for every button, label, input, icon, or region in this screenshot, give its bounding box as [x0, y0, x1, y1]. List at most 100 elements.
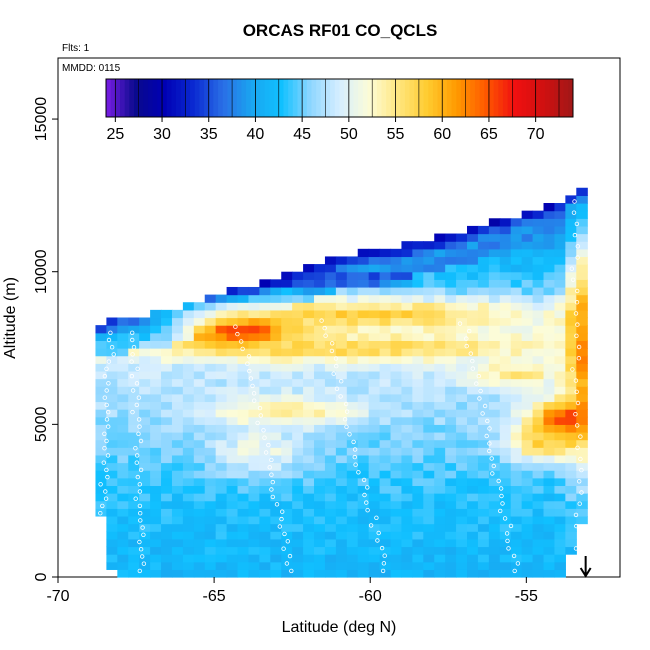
- heatmap-cell: [576, 363, 588, 372]
- heatmap-cell: [335, 340, 348, 349]
- heatmap-cell: [423, 317, 435, 326]
- heatmap-cell: [467, 363, 479, 372]
- heatmap-cell: [161, 378, 173, 387]
- heatmap-cell: [379, 378, 392, 387]
- sample-point: [104, 417, 110, 422]
- heatmap-cell: [204, 569, 217, 578]
- heatmap-cell: [543, 340, 556, 349]
- heatmap-cell: [226, 508, 239, 517]
- sample-point: [245, 361, 250, 366]
- heatmap-cell: [467, 477, 479, 487]
- sample-point: [375, 538, 380, 543]
- heatmap-cell: [488, 439, 501, 448]
- heatmap-cell: [434, 309, 446, 319]
- heatmap-cell: [456, 340, 468, 349]
- heatmap-cell: [106, 447, 118, 456]
- heatmap-cell: [259, 409, 271, 418]
- heatmap-cell: [303, 401, 315, 410]
- heatmap-cell: [106, 515, 118, 525]
- sample-point: [289, 568, 294, 574]
- heatmap-cell: [182, 309, 195, 319]
- heatmap-cell: [554, 348, 566, 357]
- heatmap-cell: [554, 470, 566, 479]
- heatmap-cell: [576, 393, 588, 403]
- heatmap-cell: [488, 569, 501, 578]
- heatmap-cell: [379, 485, 392, 494]
- colorbar-segment: [568, 79, 574, 117]
- colorbar-tick-label: 45: [293, 126, 311, 143]
- heatmap-cell: [237, 508, 250, 517]
- colorbar-segment: [246, 79, 252, 117]
- heatmap-cell: [565, 218, 577, 227]
- heatmap-cell: [445, 523, 457, 532]
- sample-point: [270, 479, 275, 485]
- heatmap-cell: [477, 317, 490, 326]
- heatmap-cell: [139, 317, 151, 326]
- heatmap-cell: [139, 515, 151, 525]
- heatmap-cell: [303, 271, 315, 280]
- sample-point: [352, 454, 357, 460]
- heatmap-cell: [499, 332, 512, 341]
- heatmap-cell: [401, 386, 413, 395]
- heatmap-cell: [314, 508, 326, 517]
- heatmap-cell: [543, 210, 556, 219]
- heatmap-cell: [510, 348, 523, 357]
- heatmap-cell: [499, 546, 512, 555]
- heatmap-cell: [488, 554, 501, 563]
- colorbar-segment: [227, 79, 233, 117]
- heatmap-cell: [292, 431, 304, 441]
- heatmap-cell: [510, 286, 523, 296]
- heatmap-cell: [576, 470, 588, 479]
- heatmap-cell: [434, 370, 446, 380]
- heatmap-cell: [95, 431, 107, 441]
- heatmap-cell: [423, 485, 435, 494]
- heatmap-cell: [161, 348, 173, 357]
- heatmap-cell: [488, 256, 501, 265]
- heatmap-cell: [467, 378, 479, 387]
- sample-point: [578, 434, 583, 439]
- sample-point: [129, 337, 135, 343]
- colorbar-segment: [558, 79, 565, 117]
- heatmap-cell: [543, 218, 556, 227]
- heatmap-cell: [543, 355, 556, 364]
- heatmap-cell: [510, 233, 523, 242]
- heatmap-cell: [281, 493, 293, 502]
- sample-point: [137, 511, 143, 516]
- heatmap-cell: [565, 225, 577, 235]
- heatmap-cell: [204, 363, 217, 372]
- heatmap-cell: [445, 348, 457, 357]
- heatmap-cell: [423, 309, 435, 319]
- heatmap-cell: [117, 317, 129, 326]
- heatmap-cell: [259, 439, 271, 448]
- heatmap-cell: [521, 271, 534, 280]
- heatmap-cell: [477, 393, 490, 403]
- colorbar-segment: [502, 79, 509, 117]
- sample-point: [102, 395, 107, 400]
- heatmap-cell: [335, 546, 348, 555]
- heatmap-cell: [499, 500, 512, 509]
- heatmap-cell: [106, 386, 118, 395]
- heatmap-cell: [499, 264, 512, 273]
- heatmap-cell: [303, 485, 315, 494]
- heatmap-cell: [401, 393, 413, 403]
- heatmap-cell: [346, 470, 359, 479]
- heatmap-cell: [357, 279, 370, 288]
- heatmap-cell: [259, 546, 271, 555]
- heatmap-cell: [423, 386, 435, 395]
- heatmap-cell: [368, 546, 381, 555]
- heatmap-cell: [314, 386, 326, 395]
- heatmap-cell: [434, 271, 446, 280]
- heatmap-cell: [226, 317, 239, 326]
- heatmap-cell: [128, 477, 140, 487]
- heatmap-cell: [237, 302, 250, 311]
- heatmap-cell: [128, 393, 140, 403]
- heatmap-cell: [357, 363, 370, 372]
- colorbar-segment: [348, 79, 355, 117]
- heatmap-cell: [106, 401, 118, 410]
- heatmap-cell: [477, 225, 490, 235]
- sample-point: [93, 554, 99, 559]
- heatmap-cell: [510, 546, 523, 555]
- heatmap-cell: [456, 355, 468, 364]
- heatmap-cell: [576, 370, 588, 380]
- heatmap-cell: [543, 363, 556, 372]
